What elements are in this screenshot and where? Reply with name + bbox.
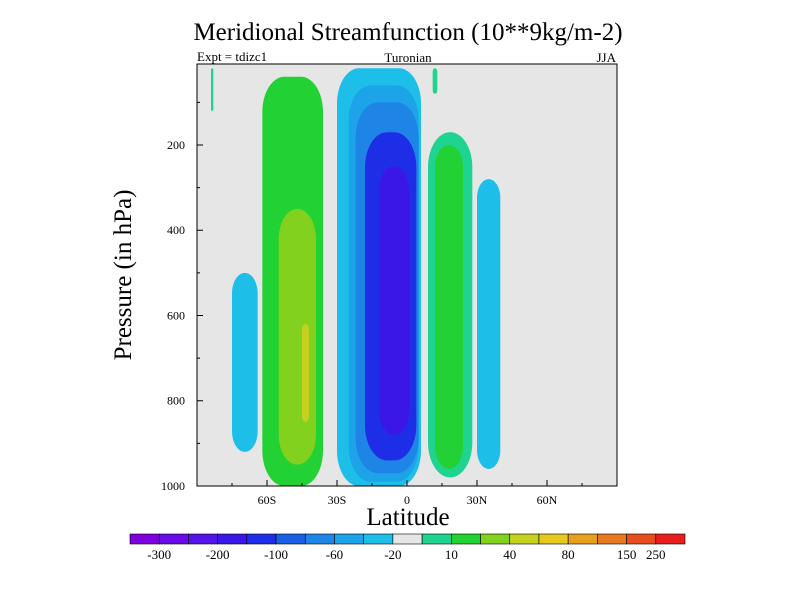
colorbar-swatch [597,533,627,545]
colorbar-swatch [451,533,481,545]
colorbar-swatch [363,533,394,545]
x-tick-label: 60S [258,493,277,507]
colorbar-swatch [334,533,364,545]
sh-ferrel-cell-core [278,208,316,465]
colorbar-swatch [567,533,598,545]
y-tick-label: 600 [167,308,185,322]
y-tick-label: 1000 [161,479,185,493]
polar-sliver [211,68,214,111]
colorbar-swatch [217,533,248,545]
colorbar-label: -60 [326,547,343,562]
colorbar-label: 10 [445,547,458,562]
sh-ferrel-cell-peak [302,324,309,423]
colorbar-label: 150 [617,547,637,562]
colorbar-swatch [392,533,423,545]
equatorial-sliver [432,68,438,94]
colorbar-swatch [158,533,189,545]
x-tick-label: 30N [467,493,488,507]
x-tick-label: 0 [404,493,410,507]
sh-outer-cell-left [232,272,258,452]
colorbar-swatch [129,533,160,545]
subtitle-experiment: Expt = tdizc1 [197,49,267,64]
y-tick-label: 800 [167,394,185,408]
colorbar-swatch [509,533,540,545]
chart-title: Meridional Streamfunction (10**9kg/m-2) [193,19,622,46]
colorbar-swatch [480,533,511,545]
colorbar-swatch [538,533,569,545]
colorbar-label: -300 [147,547,171,562]
x-tick-label: 30S [328,493,347,507]
subtitle-season: JJA [596,50,616,65]
colorbar-label: -100 [264,547,288,562]
colorbar-label: 80 [562,547,575,562]
y-tick-label: 200 [167,138,185,152]
x-tick-label: 60N [537,493,558,507]
colorbar-label: 40 [503,547,516,562]
y-axis-label: Pressure (in hPa) [110,190,137,361]
x-axis-label: Latitude [366,504,449,531]
colorbar-label: 250 [646,547,666,562]
colorbar-swatch [655,533,686,545]
colorbar-label: -20 [384,547,401,562]
colorbar-swatch [246,533,277,545]
colorbar-swatch [304,533,335,545]
colorbar-label: -200 [206,547,230,562]
colorbar-swatch [421,533,452,545]
colorbar-swatch [275,533,306,545]
colorbar: -300 -200 -100 -60 -20 10 40 80 150 250 [129,533,686,562]
colorbar-swatch [626,533,657,545]
subtitle-period: Turonian [384,50,432,65]
plot-area [196,63,618,487]
y-tick-label: 400 [167,223,185,237]
hadley-cell-peak [379,166,410,435]
axis-ticks: 200 400 600 800 1000 60S 30S 0 30N 60N [161,101,583,507]
colorbar-swatch [188,533,218,545]
nh-outer-cell [477,179,501,469]
nh-ferrel-cell-core [435,144,463,469]
